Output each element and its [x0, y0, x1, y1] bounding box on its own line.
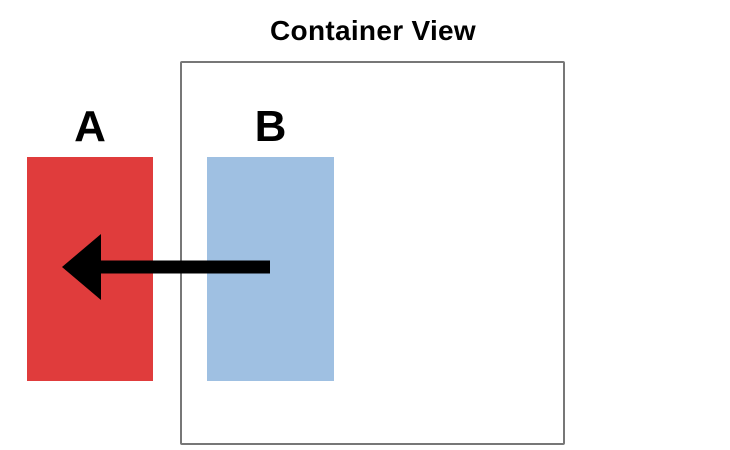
- view-a: [27, 157, 153, 381]
- view-b-label: B: [254, 102, 287, 151]
- container-view-title: Container View: [270, 15, 476, 46]
- view-a-label: A: [74, 102, 106, 151]
- container-view-frame: [180, 61, 565, 445]
- view-b: [207, 157, 334, 381]
